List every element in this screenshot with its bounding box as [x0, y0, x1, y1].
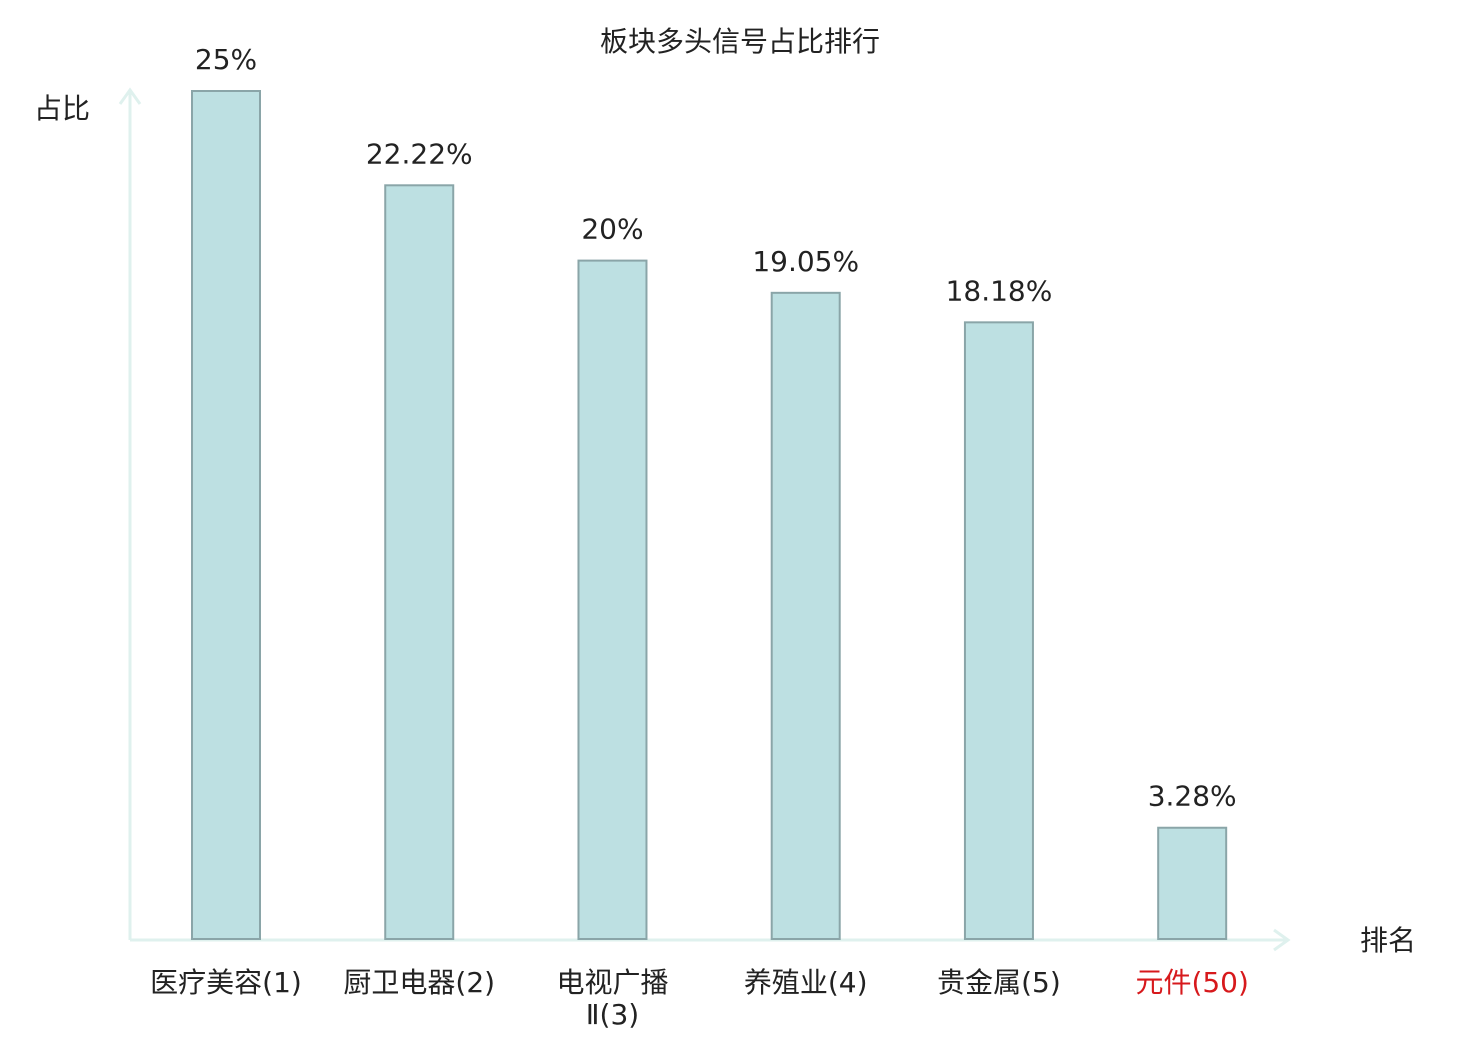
bar: [577, 259, 648, 941]
x-axis-arrow: [1273, 928, 1291, 952]
chart-title: 板块多头信号占比排行: [600, 25, 880, 58]
y-axis-label: 占比: [34, 92, 90, 125]
value-label: 20%: [581, 213, 643, 246]
value-label: 22.22%: [366, 137, 473, 170]
value-label: 18.18%: [946, 274, 1053, 307]
bar: [770, 291, 841, 941]
x-tick-label: 元件(50): [1135, 966, 1248, 999]
axes: [118, 87, 1291, 952]
y-axis-arrow: [118, 87, 142, 105]
x-axis-label: 排名: [1360, 924, 1416, 957]
bar: [384, 184, 455, 940]
bar: [963, 321, 1034, 940]
x-tick-label: 贵金属(5): [937, 966, 1061, 999]
value-label: 25%: [195, 43, 257, 76]
x-tick-label: 养殖业(4): [744, 966, 868, 999]
value-label: 3.28%: [1148, 780, 1237, 813]
x-tick-label: 电视广播 Ⅱ(3): [556, 966, 668, 1031]
x-tick-label: 医疗美容(1): [150, 966, 302, 999]
bar: [1157, 826, 1228, 940]
bar: [191, 90, 261, 940]
value-label: 19.05%: [752, 245, 859, 278]
x-tick-label: 厨卫电器(2): [343, 966, 495, 999]
